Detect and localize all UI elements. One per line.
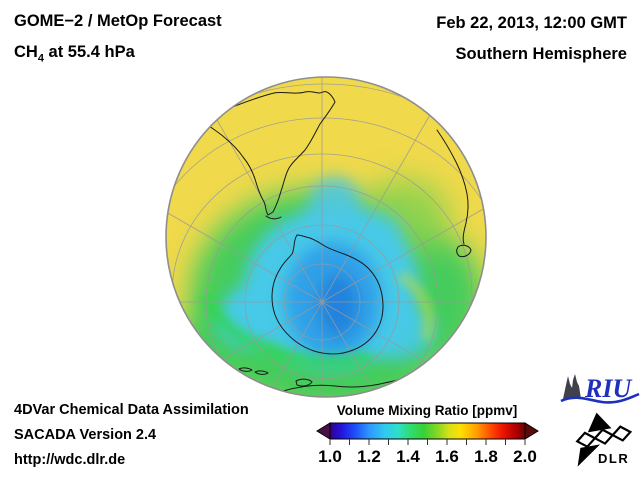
species-level-title: CH4 at 55.4 hPa [14,43,135,64]
colorbar-tick-label: 1.0 [318,447,342,466]
pressure-level: at 55.4 hPa [43,43,135,61]
dlr-logo: DLR [575,412,633,467]
colorbar-title: Volume Mixing Ratio [ppmv] [337,403,518,418]
globe-limb [165,76,487,398]
colorbar-tick-label: 2.0 [513,447,537,466]
datetime-label: Feb 22, 2013, 12:00 GMT [436,14,627,32]
colorbar-tick-label: 1.4 [396,447,420,466]
riu-logo: RIU [560,374,640,404]
riu-logo-text: RIU [584,374,632,403]
riu-wave-icon [560,392,640,404]
colorbar-tick-label: 1.2 [357,447,381,466]
coast-africa [436,129,469,245]
colorbar-tick-label: 1.6 [435,447,459,466]
dlr-logo-text: DLR [598,451,629,466]
colorbar-minor-ticks [329,439,526,445]
coast-small-islands-left [238,367,269,375]
species-symbol: CH [14,43,38,61]
cathedral-icon [563,374,581,399]
colorbar-tick-label: 1.8 [474,447,498,466]
ch4-blue-core [285,242,381,358]
coast-madagascar [456,244,472,258]
coast-tierra-del-fuego [265,215,282,220]
product-title: GOME−2 / MetOp Forecast [14,12,222,30]
colorbar-underflow-arrow [316,422,331,440]
coast-australia-island [295,378,313,387]
version-label: SACADA Version 2.4 [14,427,157,443]
colorbar-gradient-bar [329,422,526,440]
coastlines [206,91,472,392]
species-subscript: 4 [37,52,44,65]
colorbar-overflow-arrow [524,422,539,440]
url-label: http://wdc.dlr.de [14,452,126,468]
assimilation-label: 4DVar Chemical Data Assimilation [14,402,249,418]
coast-south-america [206,91,336,216]
colorbar: Volume Mixing Ratio [ppmv] 1.0 1.2 1.4 1… [316,403,539,466]
coast-antarctica [271,234,384,355]
hemisphere-label: Southern Hemisphere [455,45,627,63]
